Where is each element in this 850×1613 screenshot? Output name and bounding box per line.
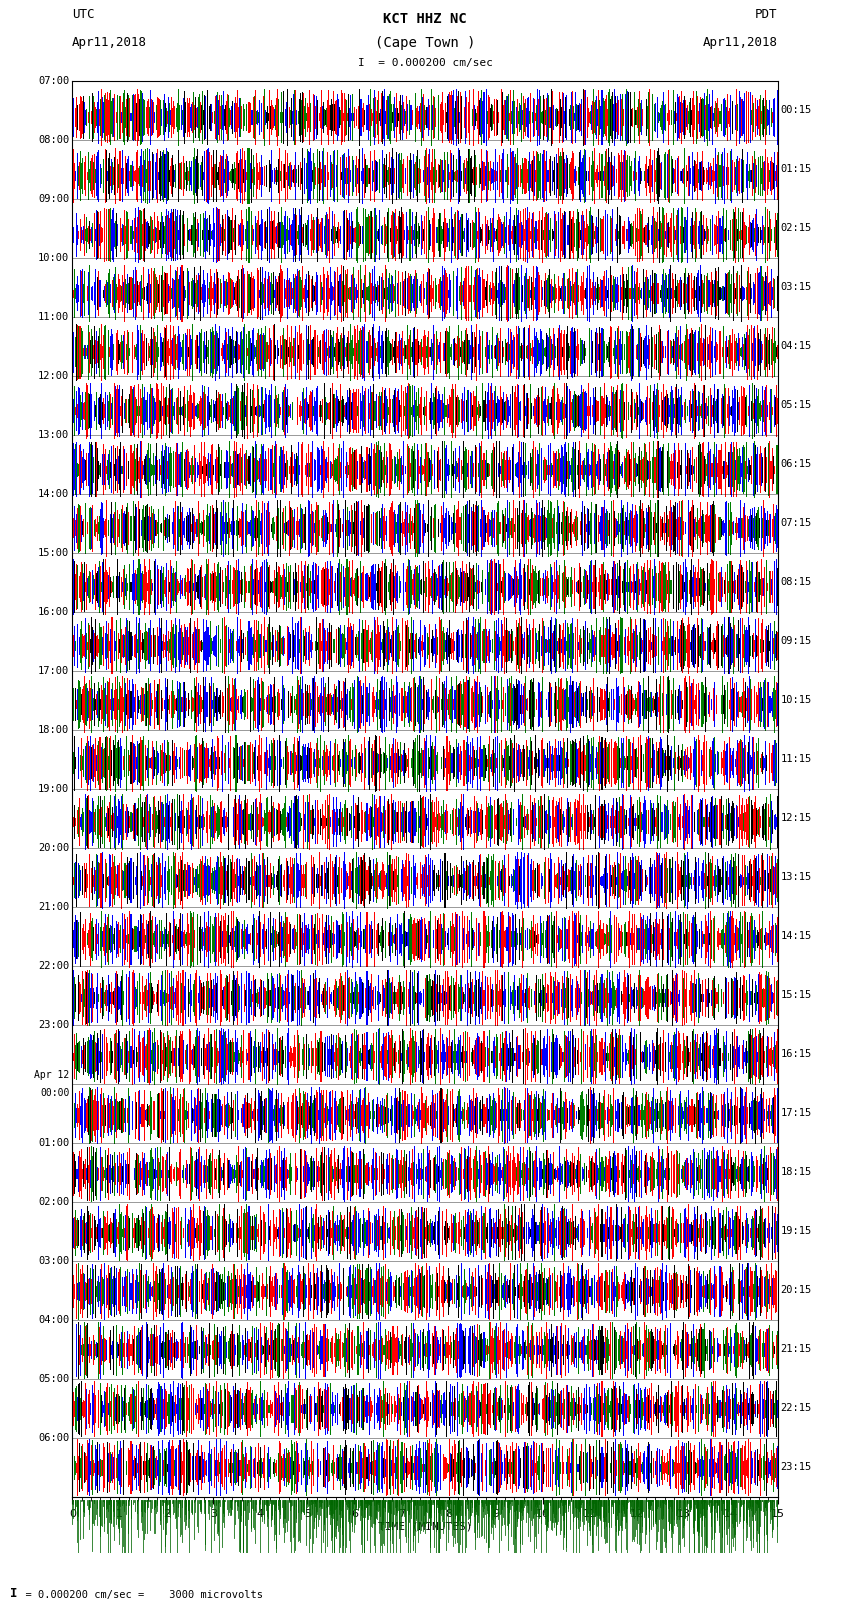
Text: Apr11,2018: Apr11,2018	[72, 37, 147, 50]
Text: 21:00: 21:00	[38, 902, 70, 911]
Text: 17:00: 17:00	[38, 666, 70, 676]
Text: 04:00: 04:00	[38, 1315, 70, 1324]
Text: 15:15: 15:15	[780, 990, 812, 1000]
Text: 16:15: 16:15	[780, 1050, 812, 1060]
Text: 02:15: 02:15	[780, 223, 812, 234]
Text: 10:00: 10:00	[38, 253, 70, 263]
Text: 13:15: 13:15	[780, 873, 812, 882]
Text: (Cape Town ): (Cape Town )	[375, 37, 475, 50]
Text: 12:15: 12:15	[780, 813, 812, 823]
Text: 09:00: 09:00	[38, 194, 70, 203]
Text: 10:15: 10:15	[780, 695, 812, 705]
Text: 02:00: 02:00	[38, 1197, 70, 1207]
Text: 14:00: 14:00	[38, 489, 70, 498]
Text: 18:15: 18:15	[780, 1168, 812, 1177]
Text: 07:15: 07:15	[780, 518, 812, 527]
Text: 00:15: 00:15	[780, 105, 812, 115]
Text: 09:15: 09:15	[780, 636, 812, 647]
Text: 06:15: 06:15	[780, 460, 812, 469]
Text: I  = 0.000200 cm/sec: I = 0.000200 cm/sec	[358, 58, 492, 68]
Text: 20:15: 20:15	[780, 1286, 812, 1295]
Text: 05:00: 05:00	[38, 1374, 70, 1384]
Text: KCT HHZ NC: KCT HHZ NC	[383, 11, 467, 26]
Text: UTC: UTC	[72, 8, 94, 21]
Text: 19:15: 19:15	[780, 1226, 812, 1236]
Text: 11:15: 11:15	[780, 755, 812, 765]
Text: 11:00: 11:00	[38, 311, 70, 321]
Text: 00:00: 00:00	[40, 1089, 70, 1098]
Text: I: I	[10, 1587, 18, 1600]
Text: = 0.000200 cm/sec =    3000 microvolts: = 0.000200 cm/sec = 3000 microvolts	[13, 1590, 263, 1600]
Text: 12:00: 12:00	[38, 371, 70, 381]
Text: 05:15: 05:15	[780, 400, 812, 410]
Text: 19:00: 19:00	[38, 784, 70, 794]
X-axis label: TIME (MINUTES): TIME (MINUTES)	[377, 1521, 473, 1531]
Text: 23:15: 23:15	[780, 1463, 812, 1473]
Text: 03:15: 03:15	[780, 282, 812, 292]
Text: 01:00: 01:00	[38, 1137, 70, 1148]
Text: 23:00: 23:00	[38, 1019, 70, 1029]
Text: 22:00: 22:00	[38, 961, 70, 971]
Text: 18:00: 18:00	[38, 724, 70, 736]
Text: 08:00: 08:00	[38, 134, 70, 145]
Text: 16:00: 16:00	[38, 606, 70, 616]
Text: 06:00: 06:00	[38, 1432, 70, 1444]
Text: 01:15: 01:15	[780, 165, 812, 174]
Text: 20:00: 20:00	[38, 842, 70, 853]
Text: 04:15: 04:15	[780, 342, 812, 352]
Text: 08:15: 08:15	[780, 577, 812, 587]
Text: Apr11,2018: Apr11,2018	[703, 37, 778, 50]
Text: 07:00: 07:00	[38, 76, 70, 85]
Text: 22:15: 22:15	[780, 1403, 812, 1413]
Text: 17:15: 17:15	[780, 1108, 812, 1118]
Text: 03:00: 03:00	[38, 1257, 70, 1266]
Text: PDT: PDT	[756, 8, 778, 21]
Text: Apr 12: Apr 12	[34, 1069, 70, 1079]
Text: 13:00: 13:00	[38, 429, 70, 440]
Text: 21:15: 21:15	[780, 1344, 812, 1355]
Text: 14:15: 14:15	[780, 931, 812, 942]
Text: 15:00: 15:00	[38, 548, 70, 558]
